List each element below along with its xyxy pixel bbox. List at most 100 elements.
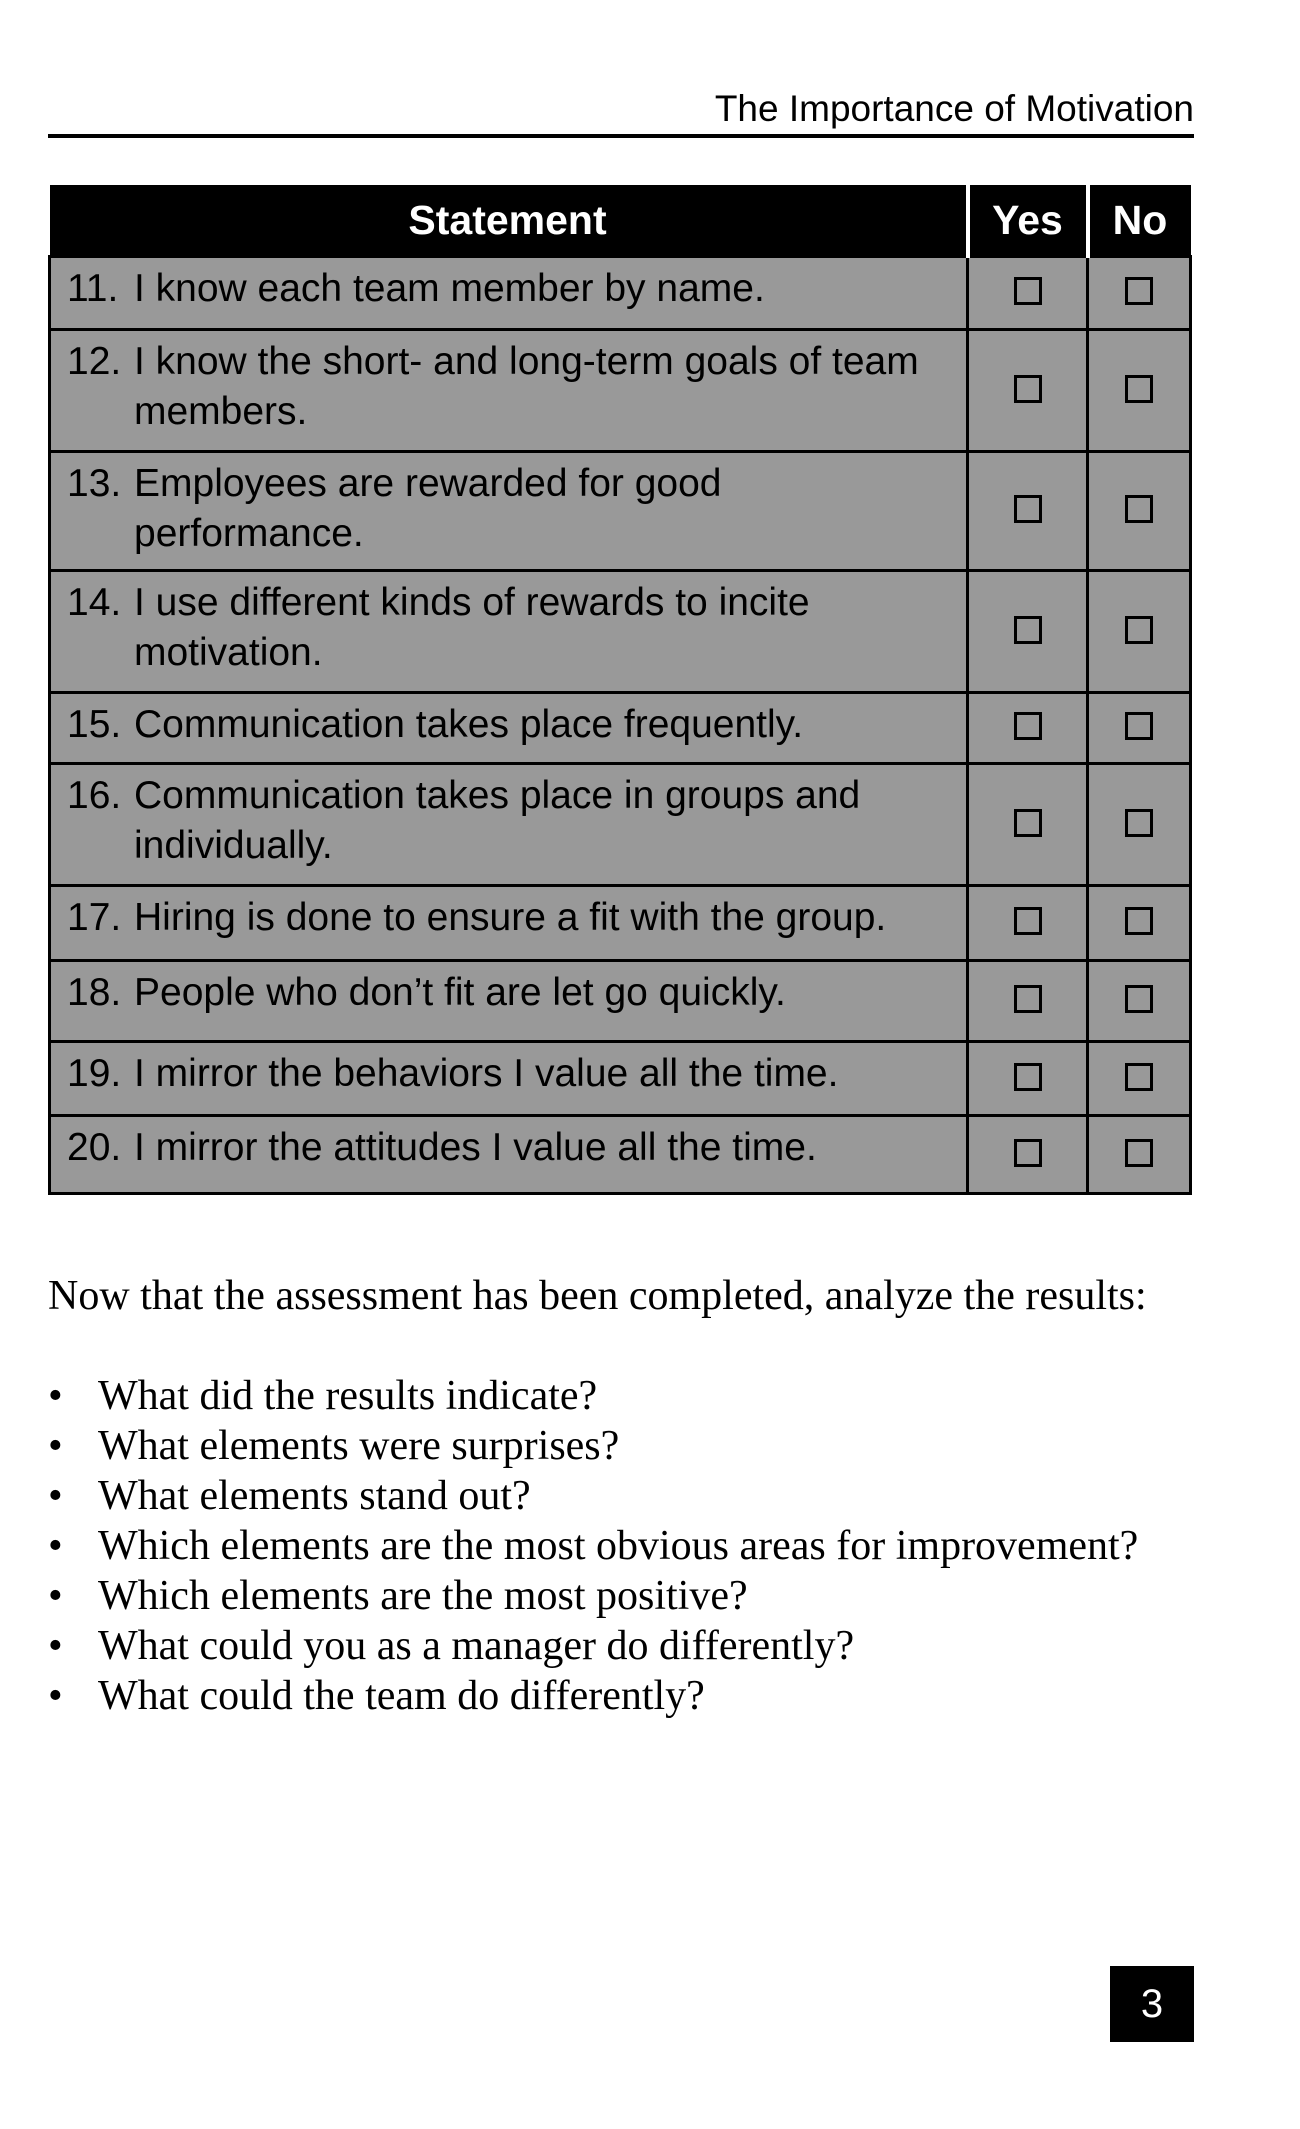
list-item: • What could you as a manager do differen… bbox=[48, 1621, 1198, 1671]
no-checkbox[interactable] bbox=[1125, 1138, 1153, 1167]
list-item: • What elements stand out? bbox=[48, 1471, 1198, 1521]
statement-content: 17. Hiring is done to ensure a fit with t… bbox=[67, 893, 956, 943]
table-row: 14. I use different kinds of rewards to i… bbox=[48, 569, 1192, 694]
statement-cell: 15. Communication takes place frequently. bbox=[48, 691, 969, 765]
bullet-icon: • bbox=[48, 1473, 63, 1519]
yes-cell bbox=[966, 569, 1089, 694]
no-cell bbox=[1086, 328, 1192, 453]
no-cell bbox=[1086, 1040, 1192, 1117]
intro-paragraph: Now that the assessment has been complet… bbox=[48, 1273, 1147, 1319]
list-item: • What could the team do differently? bbox=[48, 1671, 1198, 1721]
statement-number: 15. bbox=[67, 703, 122, 746]
statement-number: 12. bbox=[67, 340, 122, 383]
yes-checkbox[interactable] bbox=[1013, 615, 1042, 644]
yes-cell bbox=[966, 1114, 1089, 1195]
table-row: 17. Hiring is done to ensure a fit with t… bbox=[48, 884, 1192, 962]
statement-content: 15. Communication takes place frequently. bbox=[67, 700, 956, 750]
no-cell bbox=[1086, 959, 1192, 1043]
statement-number: 20. bbox=[67, 1126, 122, 1169]
no-checkbox[interactable] bbox=[1125, 985, 1153, 1013]
yes-cell bbox=[966, 884, 1089, 962]
yes-cell bbox=[966, 691, 1089, 765]
statement-cell: 11. I know each team member by name. bbox=[48, 255, 969, 331]
yes-checkbox[interactable] bbox=[1013, 1138, 1042, 1167]
list-item: • Which elements are the most positive? bbox=[48, 1571, 1198, 1621]
no-checkbox[interactable] bbox=[1125, 277, 1153, 305]
table-row: 19. I mirror the behaviors I value all th… bbox=[48, 1040, 1192, 1117]
statement-number: 17. bbox=[67, 896, 122, 939]
no-checkbox[interactable] bbox=[1125, 495, 1153, 523]
yes-cell bbox=[966, 255, 1089, 331]
yes-checkbox[interactable] bbox=[1013, 495, 1042, 523]
statement-text: Communication takes place in groups and … bbox=[134, 774, 861, 867]
yes-checkbox[interactable] bbox=[1013, 907, 1042, 935]
statement-text: Employees are rewarded for good performa… bbox=[134, 462, 722, 555]
yes-checkbox[interactable] bbox=[1013, 1062, 1042, 1091]
no-checkbox[interactable] bbox=[1125, 1062, 1153, 1091]
no-checkbox[interactable] bbox=[1125, 907, 1153, 935]
statement-content: 14. I use different kinds of rewards to i… bbox=[67, 578, 956, 678]
no-header: No bbox=[1085, 185, 1191, 257]
assessment-table: Statement Yes No 11. I know each team mem… bbox=[48, 185, 1192, 1195]
no-cell bbox=[1086, 884, 1192, 962]
statement-cell: 13. Employees are rewarded for good perfo… bbox=[48, 450, 969, 572]
statement-text: I mirror the behaviors I value all the t… bbox=[134, 1052, 839, 1095]
running-head: The Importance of Motivation bbox=[714, 88, 1194, 129]
statement-number: 14. bbox=[67, 581, 122, 624]
statement-cell: 20. I mirror the attitudes I value all th… bbox=[48, 1114, 969, 1195]
statement-content: 20. I mirror the attitudes I value all th… bbox=[67, 1123, 956, 1173]
yes-checkbox[interactable] bbox=[1013, 374, 1042, 403]
table-row: 12. I know the short- and long-term goals… bbox=[48, 328, 1192, 453]
yes-cell bbox=[966, 1040, 1089, 1117]
statement-cell: 12. I know the short- and long-term goals… bbox=[48, 328, 969, 453]
list-item: • Which elements are the most obvious are… bbox=[48, 1521, 1198, 1571]
yes-cell bbox=[966, 762, 1089, 887]
table-row: 18. People who don’t fit are let go quick… bbox=[48, 959, 1192, 1043]
statement-cell: 16. Communication takes place in groups a… bbox=[48, 762, 969, 887]
no-cell bbox=[1086, 450, 1192, 572]
statement-cell: 17. Hiring is done to ensure a fit with t… bbox=[48, 884, 969, 962]
question-text: What could you as a manager do different… bbox=[98, 1623, 855, 1669]
statement-number: 13. bbox=[67, 462, 122, 505]
statement-cell: 18. People who don’t fit are let go quick… bbox=[48, 959, 969, 1043]
no-checkbox[interactable] bbox=[1125, 808, 1153, 837]
statement-number: 18. bbox=[67, 971, 122, 1014]
statement-text: I know each team member by name. bbox=[134, 267, 765, 310]
yes-checkbox[interactable] bbox=[1013, 985, 1042, 1013]
statement-header: Statement bbox=[49, 185, 968, 257]
statement-text: Hiring is done to ensure a fit with the … bbox=[134, 896, 887, 939]
statement-text: I mirror the attitudes I value all the t… bbox=[134, 1126, 817, 1169]
yes-header: Yes bbox=[965, 185, 1088, 257]
no-checkbox[interactable] bbox=[1125, 615, 1153, 644]
yes-checkbox[interactable] bbox=[1013, 277, 1042, 305]
statement-number: 16. bbox=[67, 774, 122, 817]
statement-content: 11. I know each team member by name. bbox=[67, 264, 956, 314]
bullet-icon: • bbox=[48, 1623, 63, 1669]
statement-content: 13. Employees are rewarded for good perfo… bbox=[67, 459, 956, 559]
statement-text: I know the short- and long-term goals of… bbox=[134, 340, 919, 433]
no-cell bbox=[1086, 691, 1192, 765]
no-checkbox[interactable] bbox=[1125, 374, 1153, 403]
no-cell bbox=[1086, 1114, 1192, 1195]
page-number: 3 bbox=[1110, 1966, 1194, 2042]
table-header-row: Statement Yes No bbox=[49, 185, 1191, 257]
statement-content: 16. Communication takes place in groups a… bbox=[67, 771, 956, 871]
yes-cell bbox=[966, 959, 1089, 1043]
no-cell bbox=[1086, 255, 1192, 331]
table-row: 16. Communication takes place in groups a… bbox=[48, 762, 1192, 887]
statement-cell: 14. I use different kinds of rewards to i… bbox=[48, 569, 969, 694]
question-text: Which elements are the most obvious area… bbox=[98, 1523, 1139, 1569]
list-item: • What did the results indicate? bbox=[48, 1371, 1198, 1421]
table-row: 11. I know each team member by name. bbox=[48, 255, 1192, 331]
statement-number: 19. bbox=[67, 1052, 122, 1095]
table-row: 20. I mirror the attitudes I value all th… bbox=[48, 1114, 1192, 1195]
statement-content: 12. I know the short- and long-term goals… bbox=[67, 337, 956, 437]
yes-checkbox[interactable] bbox=[1013, 712, 1042, 740]
statement-text: Communication takes place frequently. bbox=[134, 703, 804, 746]
no-checkbox[interactable] bbox=[1125, 712, 1153, 740]
question-text: What elements were surprises? bbox=[98, 1423, 620, 1469]
table-row: 13. Employees are rewarded for good perfo… bbox=[48, 450, 1192, 572]
yes-checkbox[interactable] bbox=[1013, 808, 1042, 837]
question-text: What did the results indicate? bbox=[98, 1373, 598, 1419]
table-row: 15. Communication takes place frequently. bbox=[48, 691, 1192, 765]
